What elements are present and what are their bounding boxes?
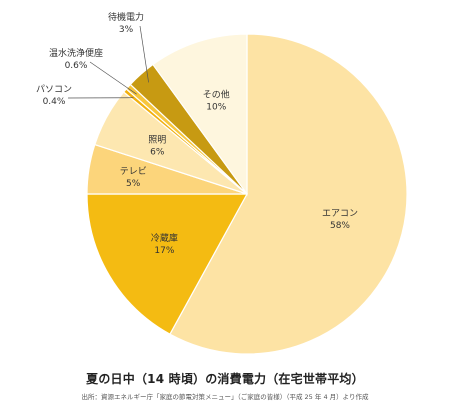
slice-label-2: テレビ (120, 166, 147, 177)
chart-source-note: 出所：資源エネルギー庁「家庭の節電対策メニュー」（ご家庭の皆様）（平成 25 年… (81, 393, 369, 401)
slice-value-2: 5% (126, 179, 141, 189)
pie-slice-7 (152, 33, 248, 196)
slice-label-6: 待機電力 (108, 11, 144, 23)
slice-label-0: エアコン (322, 209, 358, 219)
chart-title: 夏の日中（14 時頃）の消費電力（在宅世帯平均） (86, 372, 364, 386)
leader-line-5 (89, 61, 137, 95)
slice-label-4: パソコン (36, 84, 72, 95)
slice-label-7: その他 (203, 89, 230, 101)
slice-value-6: 3% (119, 25, 134, 35)
leader-line-6 (139, 25, 149, 83)
slice-label-5: 温水洗浄便座 (49, 47, 103, 59)
pie-slice-1 (86, 193, 249, 336)
slice-label-1: 冷蔵庫 (151, 232, 178, 244)
slice-value-7: 10% (206, 103, 226, 113)
pie-slice-0 (169, 33, 408, 355)
slice-value-3: 6% (150, 148, 165, 158)
slice-value-4: 0.4% (43, 97, 66, 107)
slice-value-0: 58% (330, 221, 350, 231)
slice-value-1: 17% (154, 246, 174, 256)
slice-value-5: 0.6% (65, 61, 88, 71)
slice-label-3: 照明 (148, 135, 166, 146)
pie-chart: エアコン 58% 冷蔵庫 17% テレビ 5% 照明 6% パソコン 0.4% 温水洗浄便座 0.6%… (36, 11, 408, 355)
